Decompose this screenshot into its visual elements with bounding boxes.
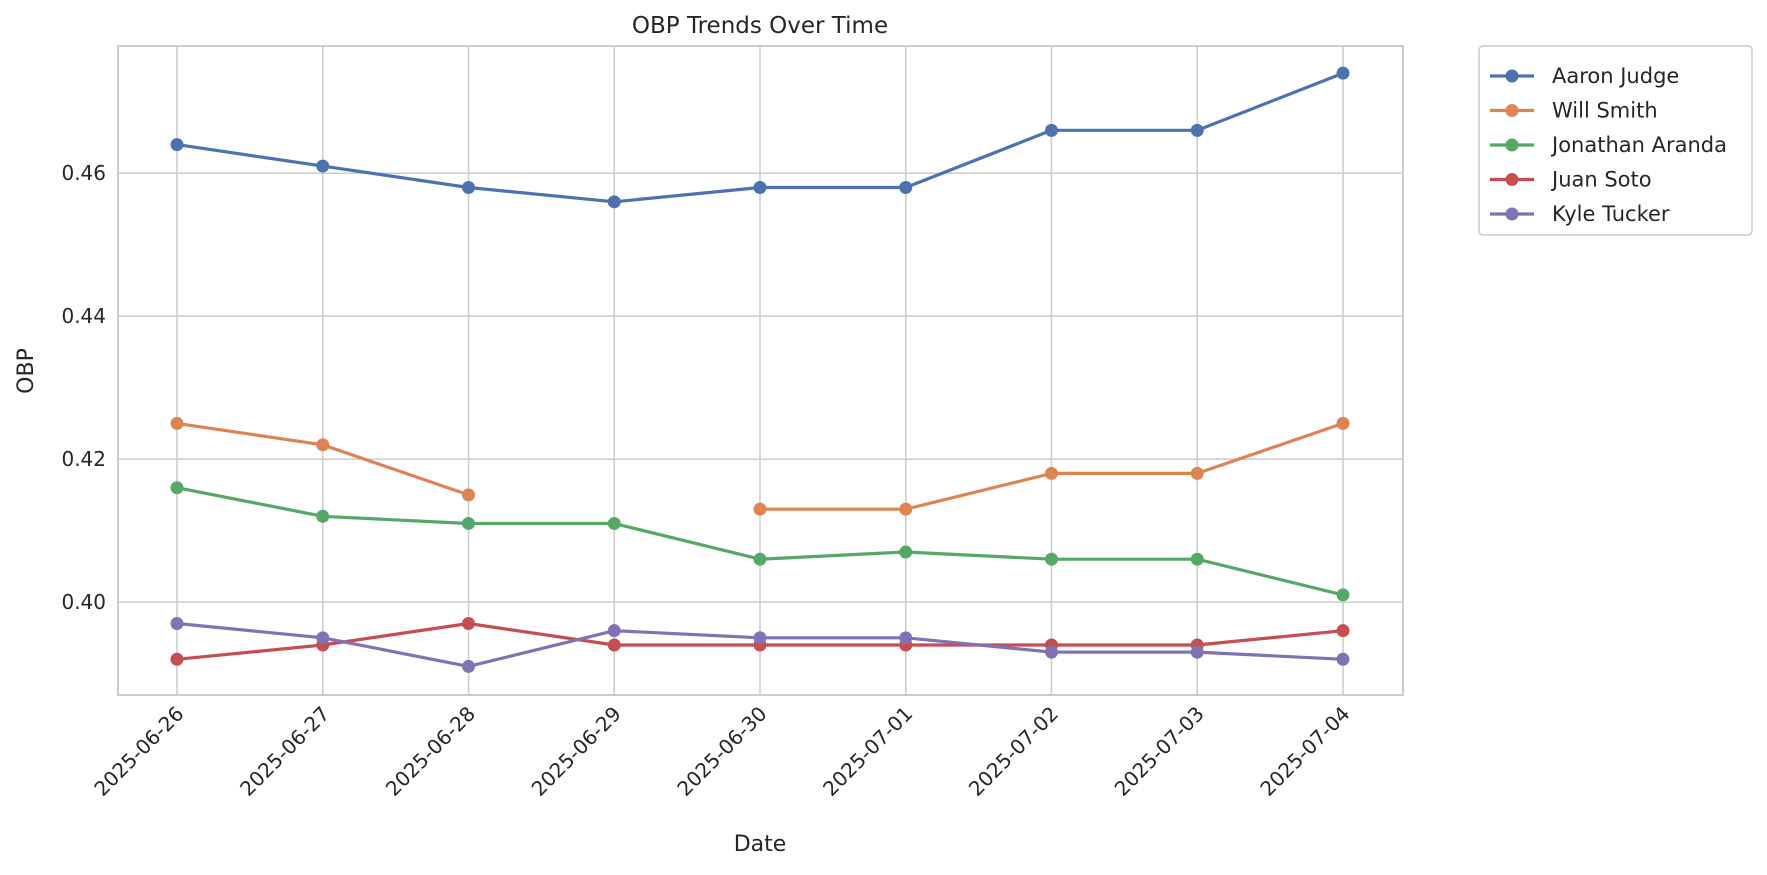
legend-label: Jonathan Aranda (1550, 133, 1727, 157)
legend-marker (1505, 69, 1519, 83)
data-point (1045, 645, 1058, 659)
data-point (1190, 552, 1204, 566)
legend-label: Juan Soto (1550, 168, 1652, 192)
legend-label: Kyle Tucker (1552, 202, 1670, 226)
y-tick-labels: 0.40 0.42 0.44 0.46 (61, 161, 106, 614)
legend-entry: Aaron Judge (1490, 64, 1679, 88)
legend-marker (1505, 173, 1519, 186)
data-point (1336, 588, 1350, 602)
series-layer (170, 66, 1350, 673)
legend-marker (1505, 104, 1519, 117)
y-axis-label: OBP (14, 348, 39, 394)
data-point (316, 159, 330, 173)
data-point (1190, 466, 1204, 480)
series-kyle-tucker (170, 617, 1350, 673)
data-point (462, 516, 475, 530)
x-tick-label: 2025-06-26 (89, 702, 188, 801)
data-point (170, 617, 184, 631)
data-point (462, 617, 475, 631)
data-point (1336, 652, 1350, 666)
x-tick-label: 2025-06-29 (527, 702, 626, 801)
data-point (899, 545, 913, 559)
data-point (170, 481, 184, 495)
data-point (316, 631, 330, 645)
series-will-smith (170, 416, 1350, 516)
y-tick-label: 0.40 (61, 590, 106, 614)
legend-label: Aaron Judge (1552, 64, 1679, 88)
x-tick-label: 2025-06-28 (381, 702, 480, 801)
data-point (316, 438, 330, 452)
data-point (753, 181, 767, 195)
data-point (170, 416, 184, 430)
data-point (753, 502, 767, 516)
data-point (607, 195, 621, 209)
x-tick-label: 2025-07-03 (1110, 702, 1209, 801)
data-point (462, 488, 475, 502)
x-tick-label: 2025-06-30 (672, 702, 771, 801)
x-tick-label: 2025-07-02 (964, 702, 1063, 801)
data-point (753, 552, 767, 566)
data-point (1336, 624, 1350, 638)
x-tick-label: 2025-06-27 (235, 702, 334, 801)
y-tick-label: 0.42 (61, 447, 106, 471)
data-point (1336, 66, 1350, 80)
legend-entry: Kyle Tucker (1490, 202, 1670, 226)
data-point (607, 624, 621, 638)
legend-frame (1478, 45, 1753, 236)
data-point (316, 509, 330, 523)
y-tick-label: 0.46 (61, 161, 106, 185)
data-point (607, 516, 621, 530)
data-point (1336, 416, 1350, 430)
data-point (899, 631, 913, 645)
data-point (462, 181, 475, 195)
x-tick-label: 2025-07-04 (1255, 702, 1354, 801)
plot-frame (117, 45, 1404, 696)
data-point (1190, 123, 1204, 137)
data-point (462, 659, 475, 673)
data-point (753, 631, 767, 645)
series-jonathan-aranda (170, 481, 1350, 602)
data-point (1045, 466, 1058, 480)
legend-entry: Jonathan Aranda (1490, 133, 1727, 157)
x-tick-labels: 2025-06-26 2025-06-27 2025-06-28 2025-06-29… (89, 702, 1354, 801)
data-point (607, 638, 621, 652)
chart-title: OBP Trends Over Time (632, 13, 888, 39)
data-point (1190, 645, 1204, 659)
x-tick-label: 2025-07-01 (818, 702, 917, 801)
legend-entry: Will Smith (1490, 99, 1658, 123)
series-aaron-judge (170, 66, 1350, 209)
legend-entry: Juan Soto (1490, 168, 1652, 192)
data-point (899, 181, 913, 195)
data-point (170, 652, 184, 666)
legend-label: Will Smith (1552, 99, 1658, 123)
x-axis-label: Date (734, 832, 787, 857)
data-point (1045, 552, 1058, 566)
data-point (1045, 123, 1058, 137)
legend-marker (1505, 207, 1519, 221)
legend-items: Aaron Judge Will Smith Jonathan Aranda Juan… (1490, 64, 1727, 226)
data-point (899, 502, 913, 516)
legend: Aaron Judge Will Smith Jonathan Aranda Juan… (1478, 45, 1753, 236)
grid (118, 46, 1403, 695)
data-point (170, 138, 184, 152)
y-tick-label: 0.44 (61, 304, 106, 328)
legend-marker (1505, 138, 1519, 152)
